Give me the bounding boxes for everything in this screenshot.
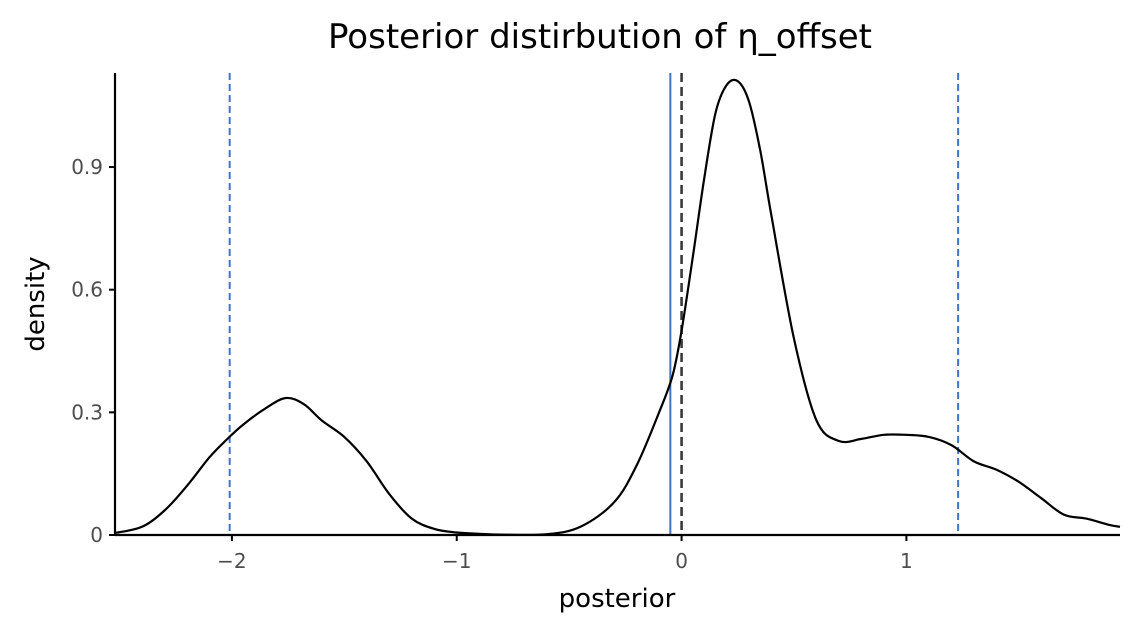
y-tick-label: 0 (90, 523, 103, 547)
y-tick-label: 0.6 (71, 278, 103, 302)
x-axis-title: posterior (559, 584, 676, 614)
y-tick-label: 0.3 (71, 400, 103, 424)
chart-title: Posterior distirbution of η_offset (328, 17, 872, 57)
plot-area (114, 73, 1121, 537)
y-axis-ticks: 0 0.3 0.6 0.9 (71, 155, 115, 547)
y-axis-title: density (21, 256, 51, 351)
x-tick-label: −1 (442, 549, 471, 573)
x-tick-label: 1 (900, 549, 913, 573)
density-curve-1 (114, 78, 1121, 537)
x-tick-label: 0 (675, 549, 688, 573)
x-tick-label: −2 (217, 549, 246, 573)
y-tick-label: 0.9 (71, 155, 103, 179)
x-axis-ticks: −2 −1 0 1 (217, 535, 913, 573)
